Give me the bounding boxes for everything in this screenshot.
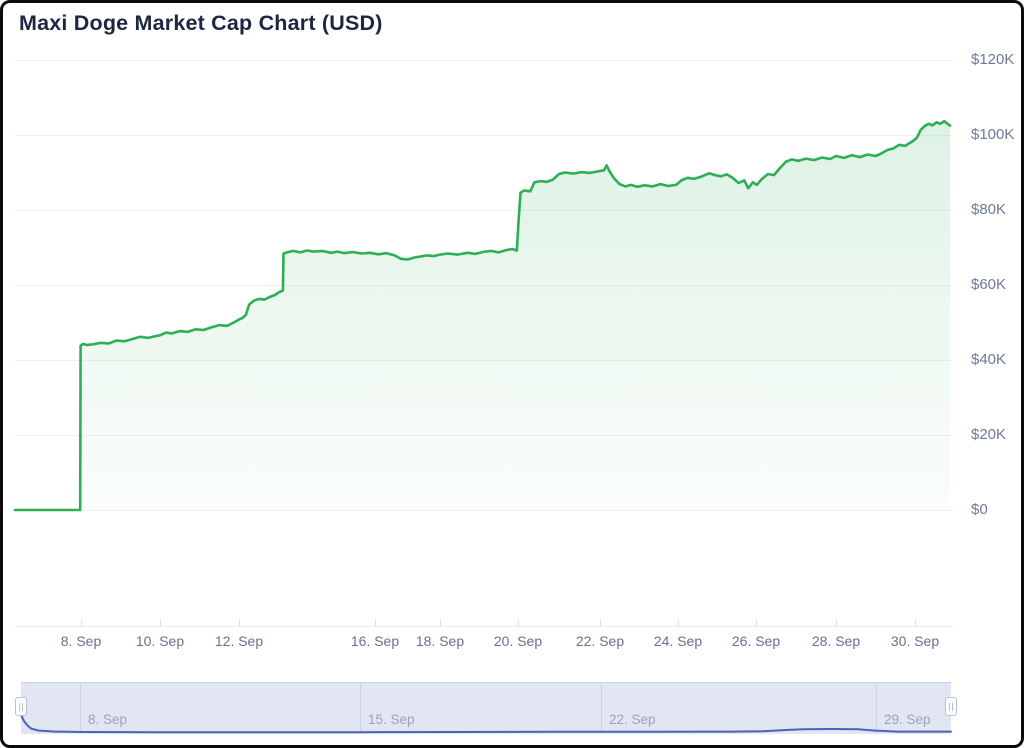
navigator-left-handle[interactable] [15,697,27,716]
x-axis-line [15,626,953,627]
nav-axis-label: 22. Sep [609,712,656,727]
x-tick [239,620,240,626]
nav-gridline [80,682,81,733]
handle-grip-icon [22,702,23,711]
x-tick [836,620,837,626]
x-axis-label: 10. Sep [135,633,185,649]
nav-axis-label: 15. Sep [368,712,415,727]
x-tick [678,620,679,626]
navigator-right-handle[interactable] [945,697,957,716]
x-axis-label: 24. Sep [653,633,703,649]
x-tick [440,620,441,626]
y-axis-label: $100K [971,126,1015,143]
y-axis-labels-layer: $0 $20K $40K $60K $80K $100K $120K [3,3,1021,745]
handle-grip-icon [19,702,20,711]
x-tick [160,620,161,626]
x-axis-label: 16. Sep [350,633,400,649]
chart-title: Maxi Doge Market Cap Chart (USD) [19,11,383,35]
x-axis-label: 8. Sep [60,633,102,649]
x-axis-label: 20. Sep [493,633,543,649]
y-axis-label: $120K [971,51,1015,68]
nav-axis-label: 8. Sep [88,712,128,727]
x-tick [600,620,601,626]
nav-axis-label: 29. Sep [884,712,931,727]
handle-grip-icon [952,702,953,711]
x-tick [915,620,916,626]
x-tick [518,620,519,626]
x-axis-label: 12. Sep [214,633,264,649]
y-axis-label: $60K [971,276,1007,293]
x-axis-label: 30. Sep [890,633,940,649]
nav-gridline [601,682,602,733]
h-gridline [15,60,953,61]
y-axis-label: $80K [971,201,1007,218]
nav-gridline [360,682,361,733]
x-axis-label: 18. Sep [415,633,465,649]
chart-plot-area[interactable] [15,60,953,515]
nav-gridline [876,682,877,733]
x-axis-label: 26. Sep [731,633,781,649]
x-tick [756,620,757,626]
y-axis-label: $0 [971,501,988,518]
x-axis-label: 22. Sep [575,633,625,649]
y-axis-label: $40K [971,351,1007,368]
handle-grip-icon [949,702,950,711]
x-tick [81,620,82,626]
x-axis-labels-layer: 8. Sep 10. Sep 12. Sep 16. Sep 18. Sep 20. Se… [3,3,1021,745]
x-axis-label: 28. Sep [811,633,861,649]
y-axis-label: $20K [971,426,1007,443]
x-tick [375,620,376,626]
